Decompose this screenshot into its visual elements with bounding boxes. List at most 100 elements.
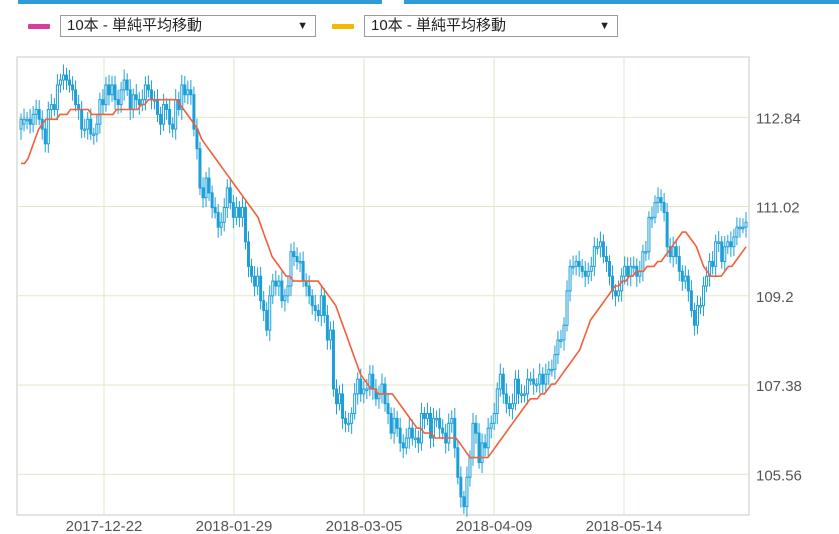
- candle-body: [259, 275, 263, 302]
- candle-body: [386, 403, 390, 414]
- candle-body: [647, 216, 651, 253]
- indicator-1-color-swatch: [28, 23, 50, 29]
- candle-body: [28, 118, 32, 125]
- candle-body: [250, 265, 254, 277]
- candle-body: [58, 79, 62, 86]
- candle-body: [577, 260, 581, 267]
- indicator-1-select[interactable]: 10本 - 単純平均移動 ▼: [60, 15, 316, 37]
- candle-body: [641, 251, 645, 272]
- candle-body: [331, 329, 335, 390]
- candle-body: [574, 260, 578, 267]
- candle-body: [526, 378, 530, 395]
- x-tick-label-5: 2018-05-14: [586, 518, 663, 534]
- candle-body: [25, 118, 29, 122]
- candle-body: [547, 368, 551, 375]
- candle-body: [110, 84, 114, 96]
- candle-body: [726, 241, 730, 248]
- candle-body: [271, 280, 275, 297]
- x-tick-label-3: 2018-03-05: [326, 518, 403, 534]
- candle-body: [201, 187, 205, 199]
- candle-body: [222, 207, 226, 223]
- candle-body: [219, 221, 223, 228]
- candle-body: [292, 251, 296, 258]
- candle-body: [277, 280, 281, 287]
- candle-body: [43, 128, 47, 145]
- candle-body: [407, 427, 411, 439]
- candle-body: [456, 447, 460, 478]
- candle-body: [416, 437, 420, 444]
- candle-body: [31, 113, 35, 125]
- candle-body: [425, 412, 429, 419]
- indicator-2-label: 10本 - 単純平均移動: [371, 17, 507, 34]
- candle-body: [489, 422, 493, 429]
- candle-body: [565, 290, 569, 326]
- chevron-down-icon: ▼: [599, 20, 610, 32]
- candle-body: [156, 99, 160, 115]
- candle-body: [344, 417, 348, 424]
- indicator-1: 10本 - 単純平均移動 ▼: [28, 14, 316, 38]
- candle-body: [92, 133, 96, 136]
- candle-body: [650, 216, 654, 220]
- indicator-1-label: 10本 - 単純平均移動: [67, 17, 203, 34]
- candle-body: [171, 123, 175, 130]
- candle-body: [122, 79, 126, 91]
- candle-body: [192, 94, 196, 130]
- candle-body: [450, 417, 454, 424]
- candle-body: [441, 427, 445, 434]
- candle-body: [61, 74, 65, 81]
- candle-body: [289, 251, 293, 287]
- candle-body: [568, 265, 572, 292]
- candle-body: [189, 89, 193, 96]
- candle-body: [380, 383, 384, 395]
- candle-body: [632, 265, 636, 269]
- candle-body: [705, 275, 709, 287]
- candle-body: [550, 368, 554, 372]
- y-tick-label-4: 107.38: [756, 378, 802, 395]
- candle-body: [86, 118, 90, 130]
- candle-body: [162, 104, 166, 125]
- candle-body: [98, 99, 102, 125]
- x-tick-label-1: 2017-12-22: [66, 518, 143, 534]
- candle-body: [556, 339, 560, 356]
- candle-body: [741, 226, 745, 230]
- candle-body: [495, 388, 499, 414]
- candle-body: [438, 417, 442, 429]
- candle-body: [698, 305, 702, 308]
- candle-body: [143, 84, 147, 101]
- candle-body: [240, 207, 244, 218]
- candle-body: [365, 388, 369, 391]
- candle-body: [601, 241, 605, 258]
- indicator-2-color-swatch: [332, 23, 354, 29]
- candle-body: [283, 295, 287, 302]
- candle-body: [513, 378, 517, 405]
- candle-body: [268, 295, 272, 331]
- candle-body: [286, 285, 290, 297]
- candle-body: [295, 256, 299, 262]
- y-tick-label-3: 109.2: [756, 289, 794, 306]
- candle-body: [695, 305, 699, 326]
- indicator-2-select[interactable]: 10本 - 単純平均移動 ▼: [364, 15, 618, 37]
- candle-body: [398, 427, 402, 444]
- candle-body: [583, 270, 587, 277]
- candle-body: [492, 412, 496, 424]
- candle-body: [559, 339, 563, 342]
- candle-body: [301, 260, 305, 282]
- candle-body: [677, 256, 681, 272]
- candle-body: [180, 84, 184, 110]
- candle-body: [471, 422, 475, 459]
- candle-body: [453, 417, 457, 449]
- candle-body: [359, 378, 363, 395]
- candle-body: [65, 74, 69, 81]
- candle-body: [708, 260, 712, 277]
- candle-body: [159, 113, 163, 125]
- candle-body: [338, 393, 342, 405]
- candle-body: [389, 412, 393, 434]
- candle-body: [714, 241, 718, 267]
- candle-body: [617, 290, 621, 297]
- candle-body: [644, 251, 648, 254]
- moving-average-line: [21, 98, 747, 459]
- candle-body: [435, 417, 439, 421]
- candle-body: [204, 177, 208, 199]
- candle-body: [237, 207, 241, 218]
